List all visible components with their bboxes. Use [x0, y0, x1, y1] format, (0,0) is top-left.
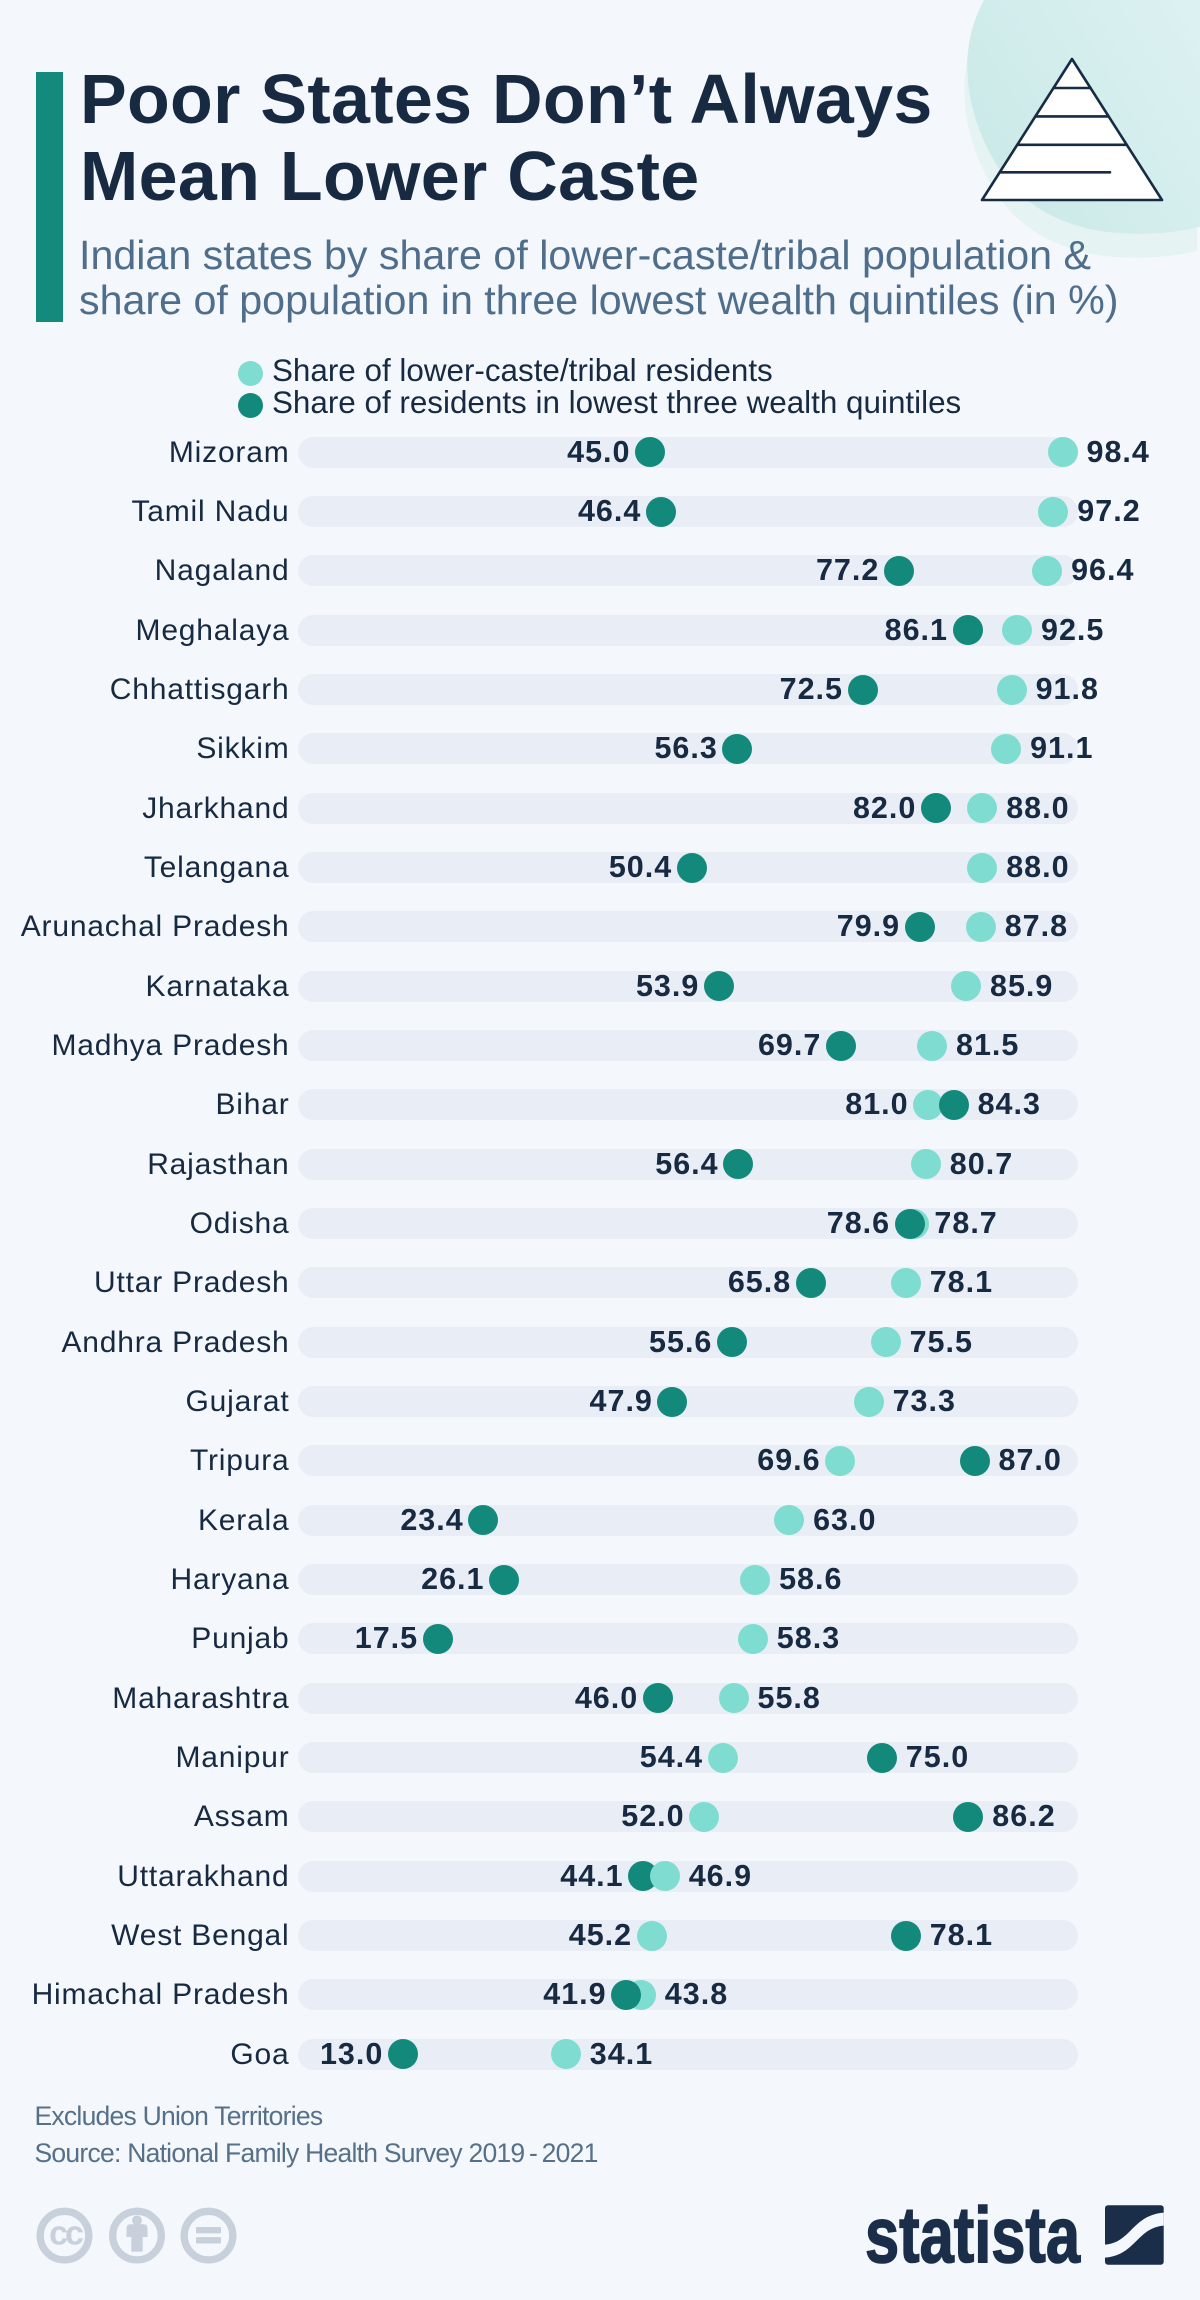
svg-text:cc: cc [49, 2215, 83, 2253]
svg-text:statista: statista [865, 2196, 1081, 2271]
